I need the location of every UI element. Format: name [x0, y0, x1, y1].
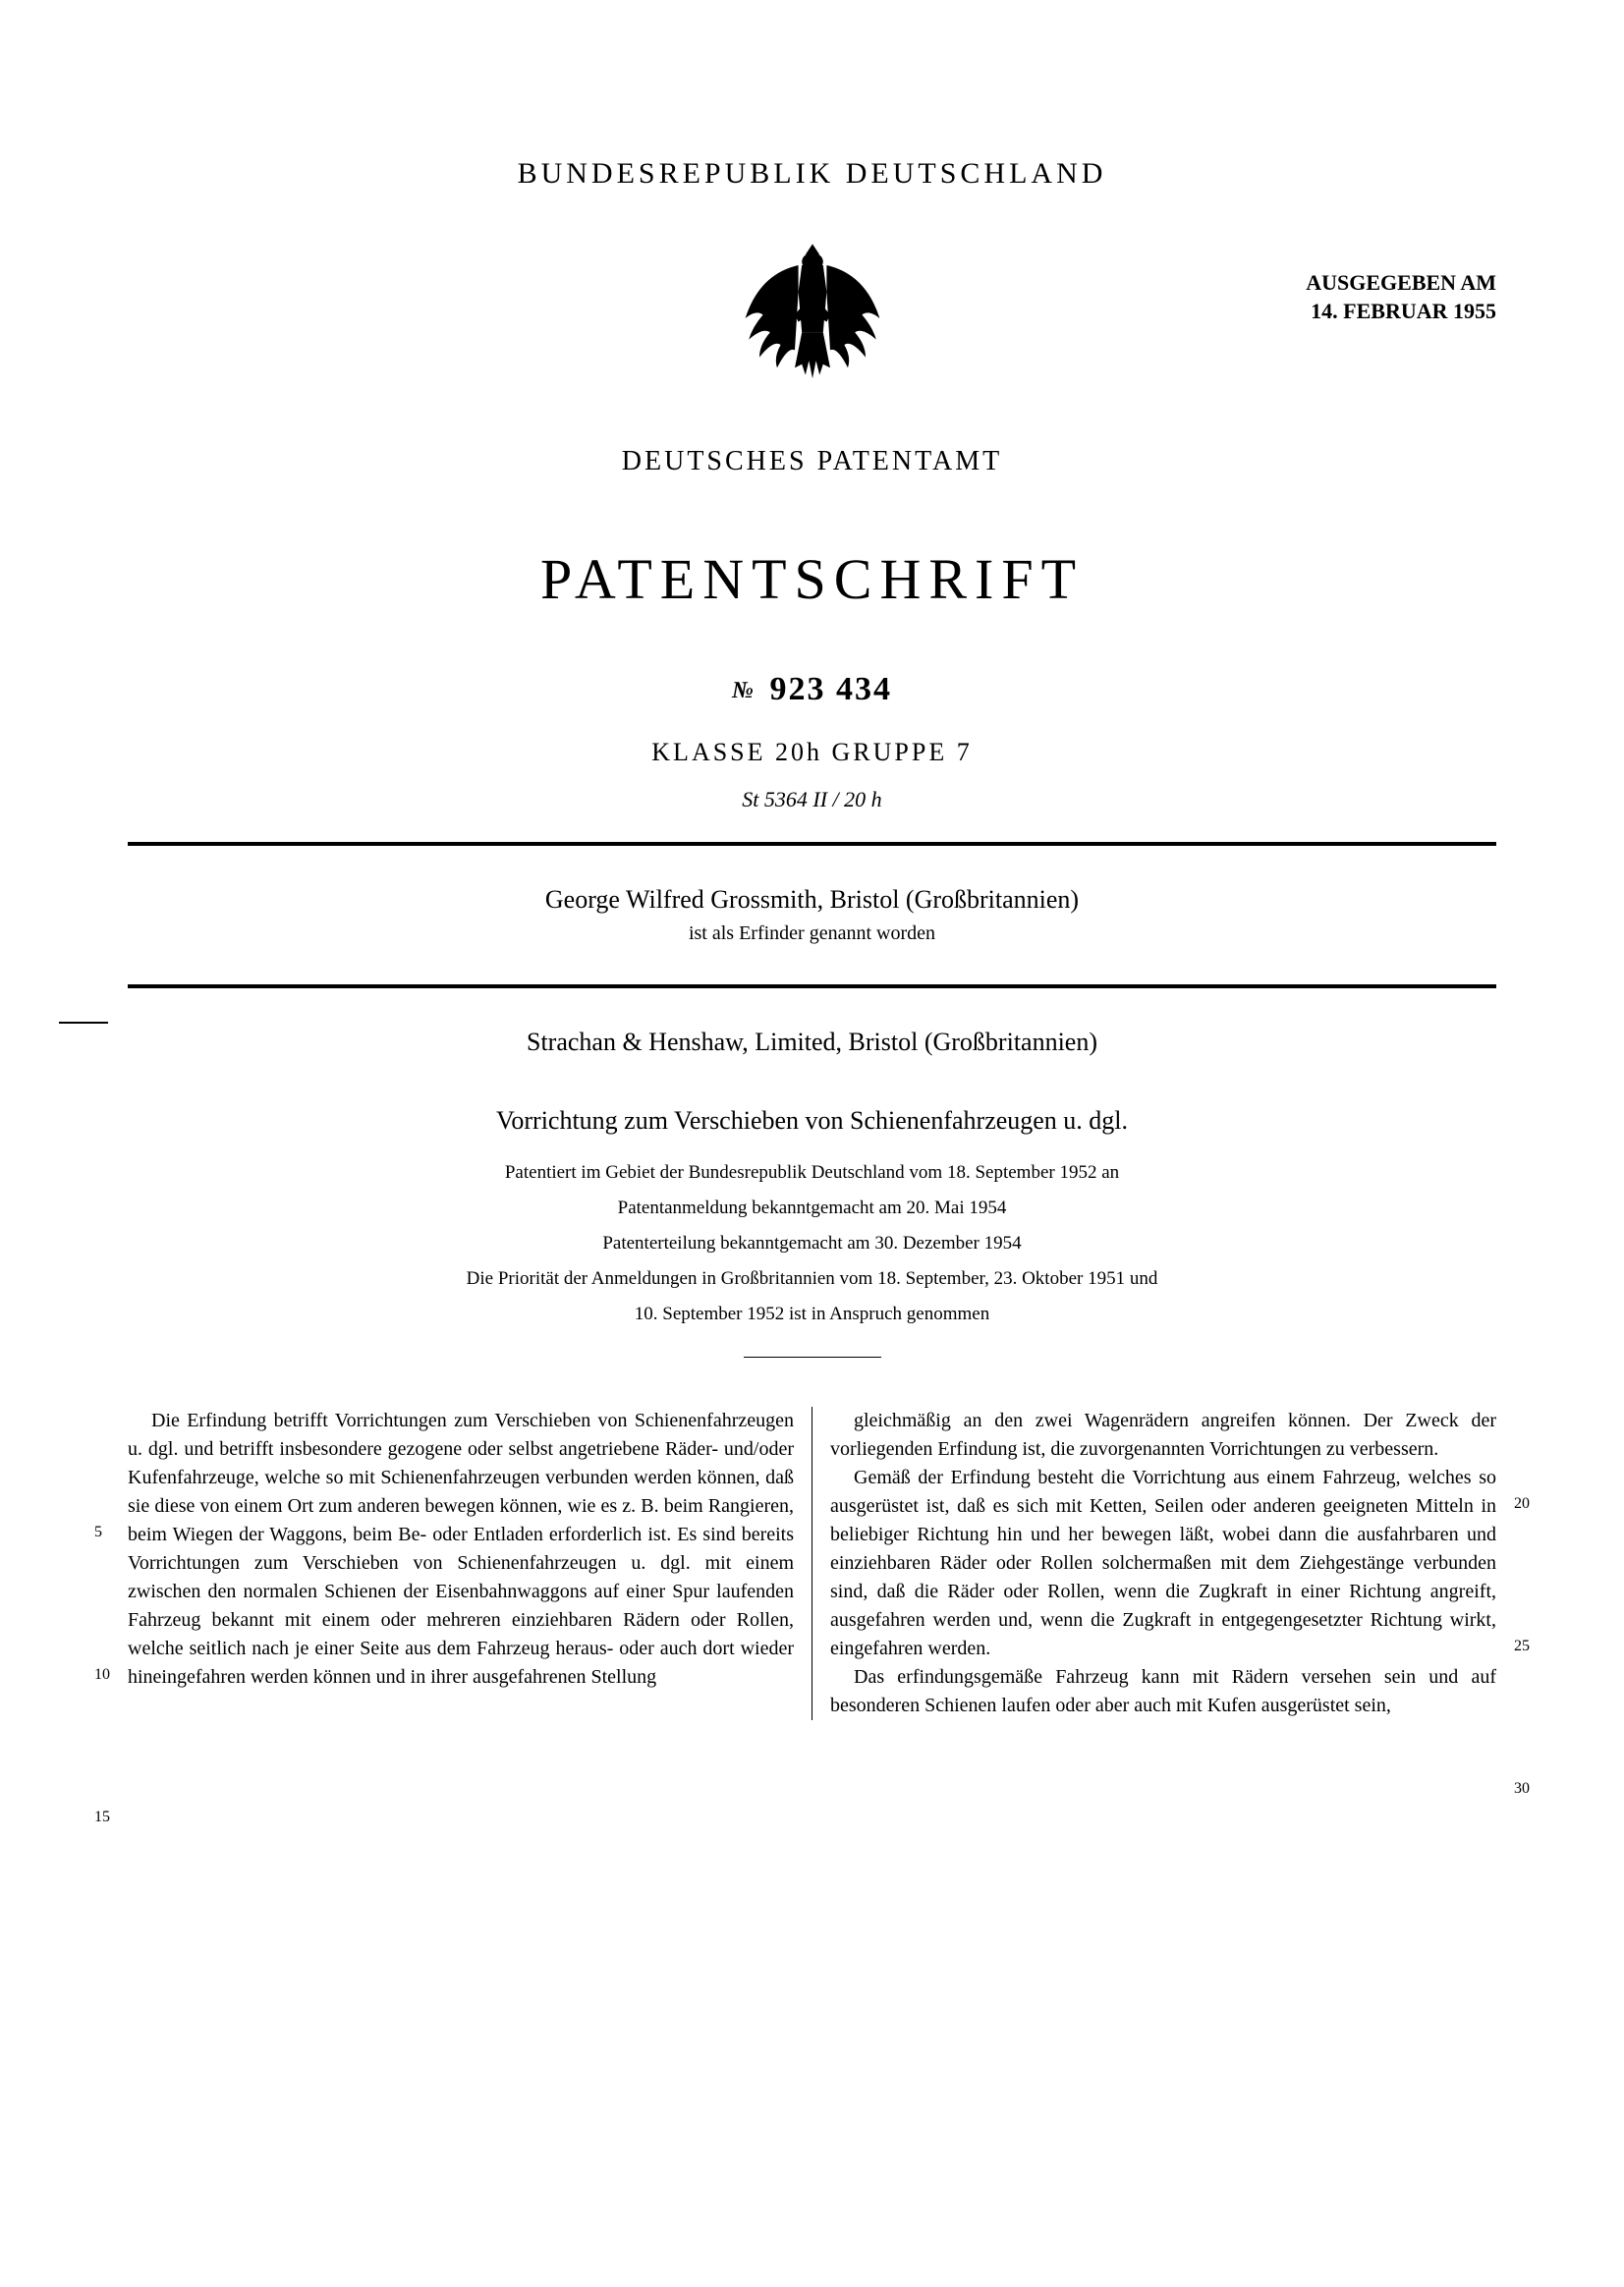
meta-lines: Patentiert im Gebiet der Bundesrepublik … — [128, 1155, 1496, 1332]
inventor-block: George Wilfred Grossmith, Bristol (Großb… — [128, 885, 1496, 945]
inventor-name: George Wilfred Grossmith, Bristol (Großb… — [128, 885, 1496, 915]
inventor-sub: ist als Erfinder genannt worden — [128, 922, 1496, 945]
line-number: 25 — [1514, 1635, 1530, 1657]
reference-code: St 5364 II / 20 h — [128, 787, 1496, 812]
class-group: KLASSE 20h GRUPPE 7 — [128, 738, 1496, 767]
document-type: PATENTSCHRIFT — [128, 546, 1496, 612]
rule-2 — [128, 984, 1496, 988]
body-right-p2: Gemäß der Erfindung besteht die Vorricht… — [830, 1464, 1496, 1663]
line-number: 15 — [94, 1806, 110, 1828]
applicant: Strachan & Henshaw, Limited, Bristol (Gr… — [128, 1028, 1496, 1057]
left-column: 5 10 15 Die Erfindung betrifft Vorrichtu… — [128, 1407, 794, 1720]
side-tick-mark — [59, 1022, 108, 1024]
country-header: BUNDESREPUBLIK DEUTSCHLAND — [128, 157, 1496, 191]
body-right-p1: gleichmäßig an den zwei Wagenrädern angr… — [830, 1407, 1496, 1464]
line-number: 20 — [1514, 1492, 1530, 1515]
short-rule — [744, 1357, 881, 1358]
patent-title: Vorrichtung zum Verschieben von Schienen… — [128, 1106, 1496, 1136]
line-number: 10 — [94, 1663, 110, 1686]
meta-line-2: Patentanmeldung bekanntgemacht am 20. Ma… — [128, 1191, 1496, 1226]
body-columns: 5 10 15 Die Erfindung betrifft Vorrichtu… — [128, 1407, 1496, 1720]
issued-date: 14. FEBRUAR 1955 — [1306, 298, 1496, 326]
patent-number-value: 923 434 — [769, 671, 892, 707]
line-number: 30 — [1514, 1777, 1530, 1800]
meta-line-4: Die Priorität der Anmeldungen in Großbri… — [128, 1261, 1496, 1297]
eagle-emblem-icon — [724, 230, 901, 407]
header-row: AUSGEGEBEN AM 14. FEBRUAR 1955 — [128, 230, 1496, 407]
issued-block: AUSGEGEBEN AM 14. FEBRUAR 1955 — [1306, 269, 1496, 325]
patent-office: DEUTSCHES PATENTAMT — [128, 446, 1496, 477]
body-right-p3: Das erfindungsgemäße Fahrzeug kann mit R… — [830, 1663, 1496, 1720]
body-left-p1: Die Erfindung betrifft Vorrichtungen zum… — [128, 1407, 794, 1692]
patent-number: № 923 434 — [128, 671, 1496, 708]
rule-1 — [128, 842, 1496, 846]
nr-prefix: № — [732, 678, 756, 703]
issued-label: AUSGEGEBEN AM — [1306, 269, 1496, 298]
right-column: 20 25 30 gleichmäßig an den zwei Wagenrä… — [830, 1407, 1496, 1720]
line-number: 5 — [94, 1521, 102, 1543]
meta-line-3: Patenterteilung bekanntgemacht am 30. De… — [128, 1226, 1496, 1261]
meta-line-1: Patentiert im Gebiet der Bundesrepublik … — [128, 1155, 1496, 1191]
meta-line-5: 10. September 1952 ist in Anspruch genom… — [128, 1297, 1496, 1332]
